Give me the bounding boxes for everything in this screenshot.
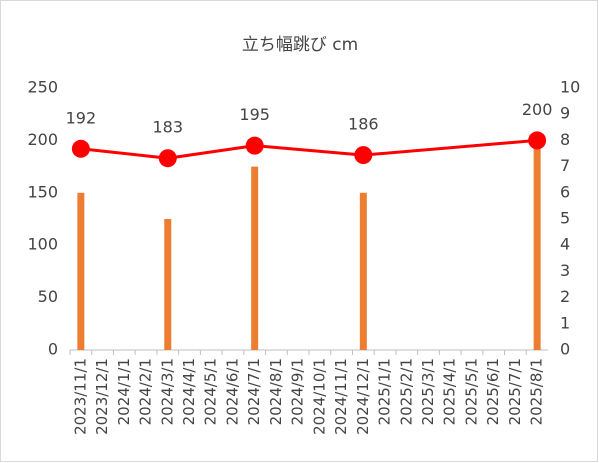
y-tick-label: 100 — [27, 235, 58, 254]
line-segment — [254, 144, 364, 157]
x-tick-label: 2024/11/1 — [332, 358, 350, 435]
x-tick-label: 2025/1/1 — [376, 358, 394, 425]
x-tick-label: 2025/2/1 — [397, 358, 415, 425]
line-marker — [528, 131, 547, 150]
x-tick-label: 2024/12/1 — [354, 358, 372, 435]
bar — [533, 140, 541, 350]
x-tick-label: 2024/5/1 — [202, 358, 220, 425]
x-tick-label: 2023/11/1 — [71, 358, 89, 435]
y2-tick-label: 5 — [560, 209, 570, 228]
line-segment — [167, 144, 255, 160]
line-marker — [354, 146, 373, 165]
y-tick-label: 250 — [27, 78, 58, 97]
y2-tick-label: 6 — [560, 182, 570, 201]
x-tick-label: 2024/9/1 — [289, 358, 307, 425]
y2-tick-label: 3 — [560, 261, 570, 280]
y-tick-label: 0 — [48, 340, 58, 359]
data-label: 192 — [66, 108, 97, 127]
y-tick-label: 150 — [27, 182, 58, 201]
x-tick-label: 2024/3/1 — [158, 358, 176, 425]
data-label: 183 — [152, 118, 183, 137]
y-tick-label: 200 — [27, 130, 58, 149]
x-tick-label: 2024/7/1 — [245, 358, 263, 425]
data-label: 200 — [522, 100, 553, 119]
x-tick-label: 2025/6/1 — [484, 358, 502, 425]
line-marker — [71, 139, 90, 158]
y2-tick-label: 1 — [560, 313, 570, 332]
bar — [359, 192, 367, 350]
line-segment — [363, 138, 538, 157]
x-tick-label: 2023/12/1 — [93, 358, 111, 435]
x-tick-label: 2024/2/1 — [137, 358, 155, 425]
line-marker — [245, 136, 264, 155]
y2-tick-label: 0 — [560, 340, 570, 359]
chart-title: 立ち幅跳び cm — [242, 35, 358, 55]
data-label: 195 — [239, 105, 270, 124]
y2-tick-label: 8 — [560, 130, 570, 149]
y2-tick-label: 9 — [560, 104, 570, 123]
y2-tick-label: 2 — [560, 287, 570, 306]
x-tick-label: 2024/10/1 — [310, 358, 328, 435]
line-segment — [80, 147, 168, 160]
bar — [77, 192, 85, 350]
x-tick-label: 2024/4/1 — [180, 358, 198, 425]
x-tick-label: 2024/1/1 — [115, 358, 133, 425]
x-tick-label: 2025/3/1 — [419, 358, 437, 425]
x-tick-label: 2025/7/1 — [506, 358, 524, 425]
x-tick-label: 2024/6/1 — [223, 358, 241, 425]
data-label: 186 — [348, 115, 379, 134]
x-tick-label: 2024/8/1 — [267, 358, 285, 425]
bar — [251, 166, 259, 350]
x-tick-label: 2025/5/1 — [462, 358, 480, 425]
x-tick-label: 2025/8/1 — [528, 358, 546, 425]
y-tick-label: 50 — [38, 287, 58, 306]
y2-tick-label: 10 — [560, 78, 580, 97]
bar — [164, 219, 172, 350]
x-tick-label: 2025/4/1 — [441, 358, 459, 425]
y2-tick-label: 4 — [560, 235, 570, 254]
line-marker — [158, 149, 177, 168]
y2-tick-label: 7 — [560, 156, 570, 175]
